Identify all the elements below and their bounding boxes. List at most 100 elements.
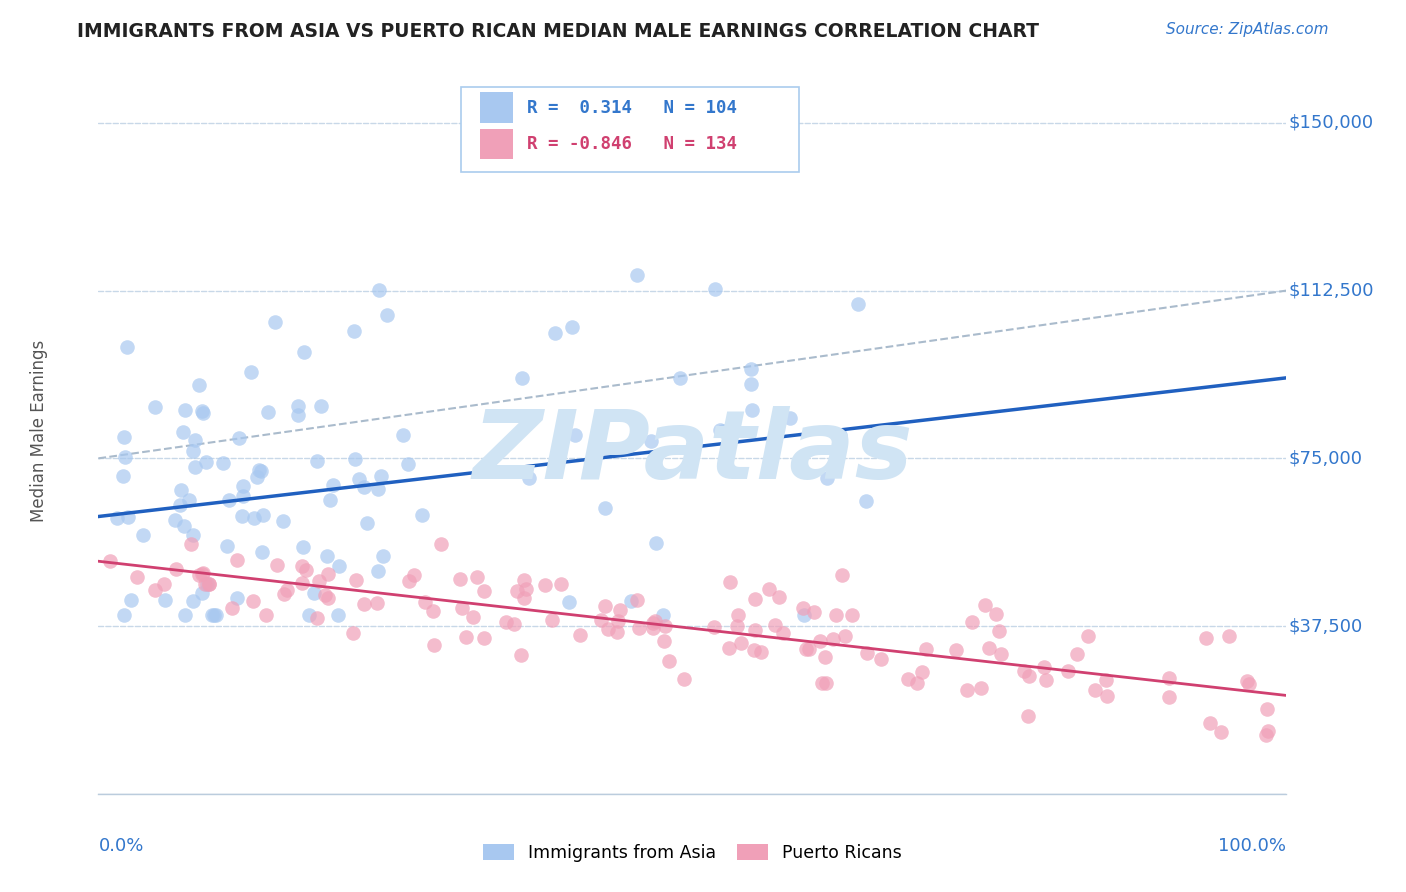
Point — [181, 593, 204, 607]
Point — [979, 640, 1001, 655]
Point — [398, 574, 420, 589]
Point — [309, 399, 332, 413]
Point — [411, 508, 433, 522]
Point — [152, 576, 174, 591]
Point — [1056, 664, 1078, 678]
Point — [1077, 629, 1099, 643]
Point — [1211, 724, 1233, 739]
Point — [181, 527, 204, 541]
Point — [658, 654, 681, 668]
Point — [198, 576, 221, 591]
Point — [367, 565, 389, 579]
Point — [609, 603, 631, 617]
Point — [292, 344, 315, 359]
Point — [143, 400, 166, 414]
Point — [792, 601, 814, 615]
Point — [1012, 665, 1035, 679]
Point — [779, 411, 801, 425]
Point — [305, 611, 328, 625]
Point — [620, 593, 643, 607]
Text: ZIPatlas: ZIPatlas — [472, 406, 912, 499]
Point — [749, 645, 772, 659]
Point — [987, 624, 1010, 638]
Point — [366, 596, 388, 610]
Point — [956, 683, 979, 698]
Point — [172, 425, 194, 439]
Point — [1159, 671, 1181, 685]
Point — [221, 600, 243, 615]
Point — [450, 600, 472, 615]
Point — [727, 608, 749, 623]
Point — [730, 636, 752, 650]
Point — [165, 513, 187, 527]
Point — [240, 365, 263, 379]
Point — [430, 536, 453, 550]
Point — [232, 489, 254, 503]
Point — [502, 616, 524, 631]
Point — [191, 566, 214, 580]
Point — [669, 371, 692, 385]
Point — [308, 574, 330, 588]
Point — [295, 564, 318, 578]
Point — [316, 549, 339, 564]
Point — [177, 492, 200, 507]
Point — [212, 456, 235, 470]
Point — [1084, 683, 1107, 698]
Point — [870, 652, 893, 666]
Point — [510, 648, 533, 662]
Point — [725, 618, 748, 632]
Point — [641, 621, 664, 635]
Point — [718, 640, 741, 655]
Point — [263, 316, 285, 330]
Point — [1199, 715, 1222, 730]
Point — [396, 458, 419, 472]
Point — [184, 433, 207, 447]
Point — [589, 613, 612, 627]
Point — [606, 614, 628, 628]
Point — [356, 516, 378, 531]
Point — [1066, 647, 1088, 661]
Point — [905, 676, 928, 690]
Point — [344, 574, 367, 588]
Point — [131, 528, 153, 542]
Point — [342, 626, 364, 640]
Point — [811, 676, 834, 690]
Point — [911, 665, 934, 679]
Point — [228, 431, 250, 445]
Text: R = -0.846   N = 134: R = -0.846 N = 134 — [527, 135, 737, 153]
Point — [218, 493, 240, 508]
Point — [793, 607, 815, 622]
Point — [593, 501, 616, 516]
Text: 0.0%: 0.0% — [98, 838, 143, 855]
Point — [834, 629, 856, 643]
Point — [821, 632, 844, 646]
Point — [125, 570, 148, 584]
Point — [970, 681, 993, 695]
Point — [534, 578, 557, 592]
Point — [298, 607, 321, 622]
Point — [1095, 689, 1118, 703]
Bar — [479, 93, 513, 123]
Point — [184, 460, 207, 475]
Point — [205, 607, 228, 622]
Point — [606, 624, 628, 639]
Point — [960, 615, 983, 629]
Point — [191, 406, 214, 420]
Point — [246, 469, 269, 483]
Point — [187, 567, 209, 582]
Point — [314, 588, 336, 602]
Point — [112, 469, 135, 483]
Point — [645, 535, 668, 549]
Text: $37,500: $37,500 — [1289, 617, 1362, 635]
Point — [375, 308, 398, 322]
Point — [195, 455, 218, 469]
Point — [474, 583, 496, 598]
Point — [252, 508, 274, 523]
Point — [197, 576, 219, 591]
Point — [370, 469, 392, 483]
Point — [287, 408, 309, 422]
Point — [558, 595, 581, 609]
Point — [117, 509, 139, 524]
Point — [316, 591, 339, 606]
Point — [1018, 669, 1040, 683]
